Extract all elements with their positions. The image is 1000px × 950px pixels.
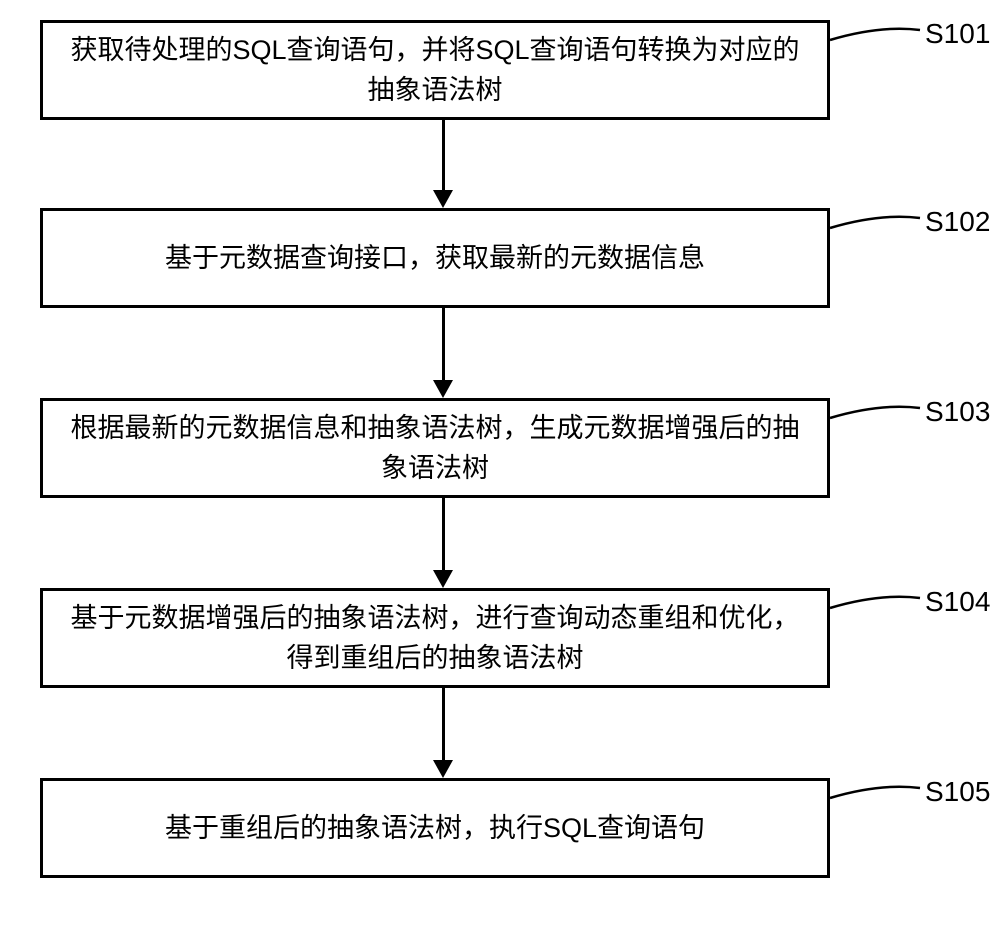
step-label-s104: S104	[925, 586, 990, 618]
arrow-head-icon	[433, 570, 453, 588]
arrow-head-icon	[433, 190, 453, 208]
step-label-s105: S105	[925, 776, 990, 808]
arrow-s101-s102	[433, 120, 453, 208]
arrow-head-icon	[433, 760, 453, 778]
arrow-line	[442, 498, 445, 570]
arrow-s104-s105	[433, 688, 453, 778]
arrow-head-icon	[433, 380, 453, 398]
step-text: 根据最新的元数据信息和抽象语法树，生成元数据增强后的抽象语法树	[63, 408, 807, 489]
step-text: 基于重组后的抽象语法树，执行SQL查询语句	[165, 808, 705, 849]
step-box-s103: 根据最新的元数据信息和抽象语法树，生成元数据增强后的抽象语法树	[40, 398, 830, 498]
arrow-line	[442, 308, 445, 380]
step-label-s102: S102	[925, 206, 990, 238]
arrow-s102-s103	[433, 308, 453, 398]
step-label-s103: S103	[925, 396, 990, 428]
flowchart-container: 获取待处理的SQL查询语句，并将SQL查询语句转换为对应的抽象语法树 S101 …	[0, 0, 1000, 950]
arrow-s103-s104	[433, 498, 453, 588]
step-text: 基于元数据查询接口，获取最新的元数据信息	[165, 238, 705, 279]
arrow-line	[442, 688, 445, 760]
step-text: 获取待处理的SQL查询语句，并将SQL查询语句转换为对应的抽象语法树	[63, 30, 807, 111]
step-text: 基于元数据增强后的抽象语法树，进行查询动态重组和优化，得到重组后的抽象语法树	[63, 598, 807, 679]
step-box-s104: 基于元数据增强后的抽象语法树，进行查询动态重组和优化，得到重组后的抽象语法树	[40, 588, 830, 688]
step-box-s105: 基于重组后的抽象语法树，执行SQL查询语句	[40, 778, 830, 878]
step-label-s101: S101	[925, 18, 990, 50]
arrow-line	[442, 120, 445, 190]
step-box-s101: 获取待处理的SQL查询语句，并将SQL查询语句转换为对应的抽象语法树	[40, 20, 830, 120]
step-box-s102: 基于元数据查询接口，获取最新的元数据信息	[40, 208, 830, 308]
